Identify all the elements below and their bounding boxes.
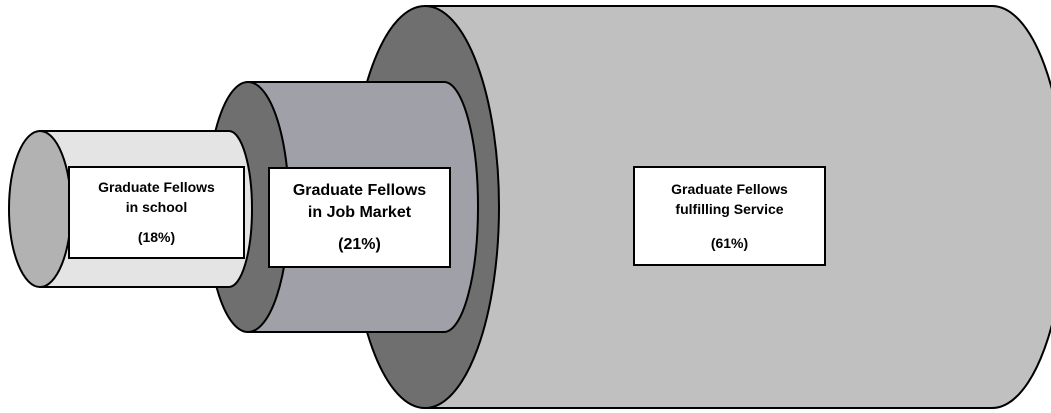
label-service-line2: fulfilling Service bbox=[675, 201, 784, 217]
label-school: Graduate Fellows in school (18%) bbox=[68, 166, 245, 259]
label-service-percent: (61%) bbox=[710, 235, 749, 251]
label-school-percent: (18%) bbox=[137, 229, 176, 245]
label-job-line1: Graduate Fellows bbox=[292, 182, 427, 199]
label-school-line1: Graduate Fellows bbox=[98, 179, 215, 195]
label-job-line2: in Job Market bbox=[307, 204, 412, 221]
label-school-line2: in school bbox=[125, 199, 188, 215]
label-job-percent: (21%) bbox=[338, 236, 381, 253]
label-service-line1: Graduate Fellows bbox=[671, 181, 788, 197]
school-cylinder-face bbox=[8, 130, 72, 288]
label-job-market: Graduate Fellows in Job Market (21%) bbox=[268, 167, 451, 268]
label-service: Graduate Fellows fulfilling Service (61%… bbox=[633, 166, 826, 266]
